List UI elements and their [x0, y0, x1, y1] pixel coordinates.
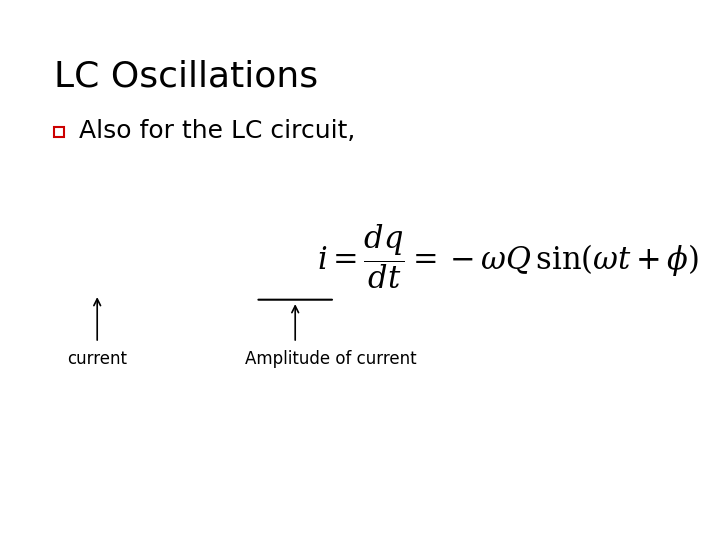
Bar: [54, 127, 63, 137]
Text: LC Oscillations: LC Oscillations: [54, 59, 318, 93]
Text: Also for the LC circuit,: Also for the LC circuit,: [79, 119, 356, 143]
Text: Amplitude of current: Amplitude of current: [246, 350, 417, 368]
Text: $i = \dfrac{dq}{dt} = -\omega Q\,\sin(\omega t + \phi)$: $i = \dfrac{dq}{dt} = -\omega Q\,\sin(\o…: [317, 222, 699, 291]
Text: current: current: [67, 350, 127, 368]
